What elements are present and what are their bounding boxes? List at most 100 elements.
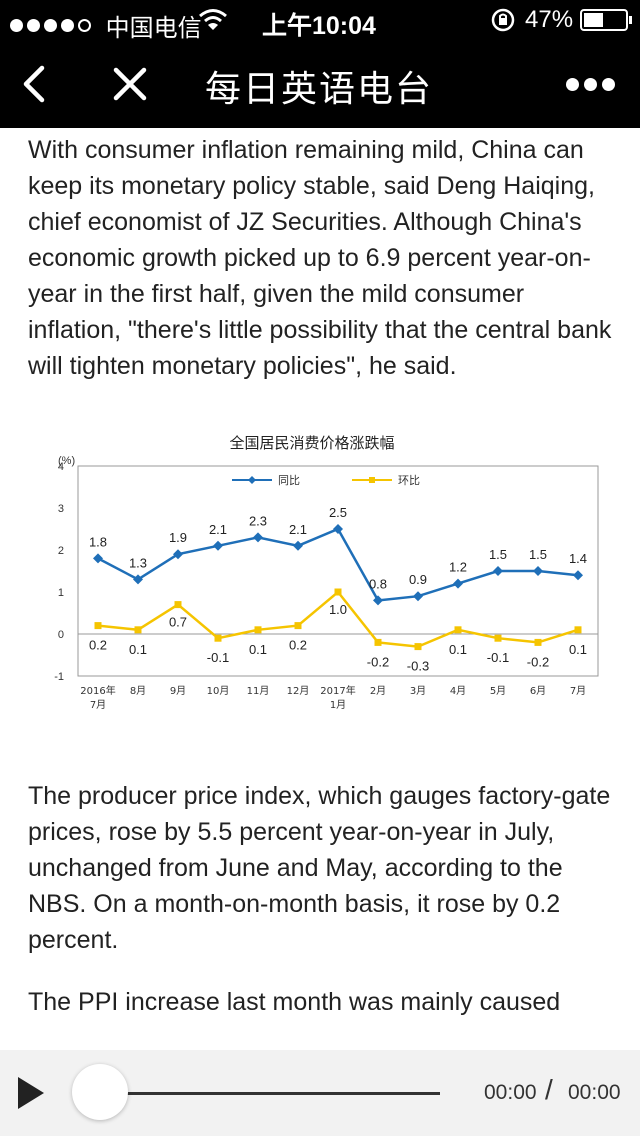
data-label: 0.8 bbox=[369, 576, 387, 591]
data-label: 0.9 bbox=[409, 572, 427, 587]
time-separator: / bbox=[545, 1074, 553, 1105]
more-button[interactable] bbox=[566, 70, 618, 98]
clock: 上午10:04 bbox=[262, 12, 376, 40]
x-tick-label: 11月 bbox=[247, 685, 270, 697]
progress-track[interactable] bbox=[100, 1092, 440, 1095]
more-dots-icon bbox=[566, 77, 579, 91]
data-label: 0.2 bbox=[289, 638, 307, 653]
data-point bbox=[134, 626, 142, 634]
x-tick-label: 7月 bbox=[90, 699, 106, 711]
data-point bbox=[253, 532, 263, 543]
data-label: 2.3 bbox=[249, 513, 267, 528]
data-point bbox=[454, 626, 462, 634]
battery-icon bbox=[580, 9, 632, 31]
data-label: 1.2 bbox=[449, 560, 467, 575]
page-title: 每日英语电台 bbox=[205, 68, 434, 109]
data-point bbox=[294, 622, 302, 630]
data-label: 2.1 bbox=[209, 522, 227, 537]
data-point bbox=[333, 524, 343, 534]
cpi-line-chart: 全国居民消费价格涨跌幅 (%) -1 0 1 2 3 4 2016年 7月 8月 9月 10月 11月 12… bbox=[54, 434, 599, 711]
play-button[interactable] bbox=[16, 1075, 46, 1111]
rotation-lock-icon bbox=[491, 8, 515, 32]
x-tick-label: 7月 bbox=[570, 685, 586, 697]
data-label: 1.9 bbox=[169, 530, 187, 545]
data-point bbox=[334, 588, 342, 596]
data-point bbox=[453, 578, 463, 589]
x-tick-label: 4月 bbox=[450, 685, 466, 697]
x-tick-label: 2017年 bbox=[320, 684, 355, 697]
wifi-icon bbox=[199, 9, 227, 30]
signal-dots-icon bbox=[10, 19, 91, 32]
data-point bbox=[174, 601, 182, 609]
back-button[interactable] bbox=[16, 62, 56, 106]
progress-knob[interactable] bbox=[72, 1064, 128, 1120]
plot-frame bbox=[77, 465, 599, 677]
data-label: 1.5 bbox=[489, 547, 507, 562]
data-label: -0.2 bbox=[527, 654, 549, 669]
article-body: With consumer inflation remaining mild, … bbox=[28, 128, 618, 1020]
data-label: 1.3 bbox=[129, 555, 147, 570]
legend-label: 同比 bbox=[278, 474, 300, 487]
article-paragraph: The producer price index, which gauges f… bbox=[28, 782, 611, 954]
y-axis-label: (%) bbox=[58, 455, 75, 467]
data-point bbox=[93, 553, 103, 564]
data-label: 0.1 bbox=[249, 642, 267, 657]
data-label: -0.1 bbox=[207, 650, 229, 665]
data-point bbox=[413, 591, 423, 602]
data-label: 1.4 bbox=[569, 551, 587, 566]
current-time: 00:00 bbox=[484, 1081, 537, 1104]
data-point bbox=[494, 634, 502, 642]
close-button[interactable] bbox=[110, 64, 150, 104]
legend-marker bbox=[248, 476, 256, 484]
x-tick-label: 5月 bbox=[490, 685, 506, 697]
article-paragraph: The PPI increase last month was mainly c… bbox=[28, 988, 561, 1016]
data-point bbox=[373, 595, 383, 606]
x-tick-label: 10月 bbox=[207, 685, 230, 697]
legend-marker bbox=[369, 477, 375, 483]
data-label: 2.1 bbox=[289, 522, 307, 537]
data-label: 1.8 bbox=[89, 534, 107, 549]
y-tick-label: 1 bbox=[58, 587, 64, 599]
data-point bbox=[414, 643, 422, 651]
x-tick-label: 9月 bbox=[170, 685, 186, 697]
x-tick-label: 8月 bbox=[130, 685, 146, 697]
data-point bbox=[173, 549, 183, 560]
data-label: -0.1 bbox=[487, 650, 509, 665]
audio-player: 00:00 / 00:00 bbox=[0, 1050, 640, 1136]
data-label: 0.1 bbox=[569, 642, 587, 657]
x-tick-label: 3月 bbox=[410, 685, 426, 697]
status-bar: 中国电信 上午10:04 47% bbox=[0, 0, 640, 42]
navigation-bar: 每日英语电台 bbox=[0, 40, 640, 128]
data-point bbox=[574, 626, 582, 634]
x-tick-label: 12月 bbox=[287, 685, 310, 697]
data-label: 2.5 bbox=[329, 505, 347, 520]
cpi-chart: 全国居民消费价格涨跌幅 (%) -1 0 1 2 3 4 2016年 7月 8月 9月 10月 11月 12… bbox=[32, 414, 602, 734]
y-tick-label: -1 bbox=[54, 671, 64, 683]
data-label: 0.1 bbox=[449, 642, 467, 657]
data-point bbox=[533, 566, 543, 576]
data-point bbox=[214, 634, 222, 642]
data-point bbox=[573, 570, 583, 581]
data-label: 0.7 bbox=[169, 615, 187, 630]
x-tick-label: 2月 bbox=[370, 685, 386, 697]
battery-percent: 47% bbox=[525, 6, 574, 33]
carrier-name: 中国电信 bbox=[105, 15, 202, 42]
data-label: 0.1 bbox=[129, 642, 147, 657]
x-tick-label: 6月 bbox=[530, 685, 546, 697]
data-label: -0.3 bbox=[407, 659, 429, 674]
legend-label: 环比 bbox=[398, 474, 420, 487]
data-point bbox=[254, 626, 262, 634]
chart-title: 全国居民消费价格涨跌幅 bbox=[229, 434, 394, 452]
data-label: -0.2 bbox=[367, 654, 389, 669]
article-paragraph: With consumer inflation remaining mild, … bbox=[28, 136, 612, 380]
data-point bbox=[374, 638, 382, 646]
x-tick-label: 1月 bbox=[330, 699, 346, 711]
data-label: 0.2 bbox=[89, 638, 107, 653]
data-label: 1.5 bbox=[529, 547, 547, 562]
data-point bbox=[534, 638, 542, 646]
data-point bbox=[293, 540, 303, 551]
data-point bbox=[133, 574, 143, 585]
data-point bbox=[493, 566, 503, 576]
y-tick-label: 2 bbox=[58, 545, 64, 557]
data-point bbox=[213, 540, 223, 551]
